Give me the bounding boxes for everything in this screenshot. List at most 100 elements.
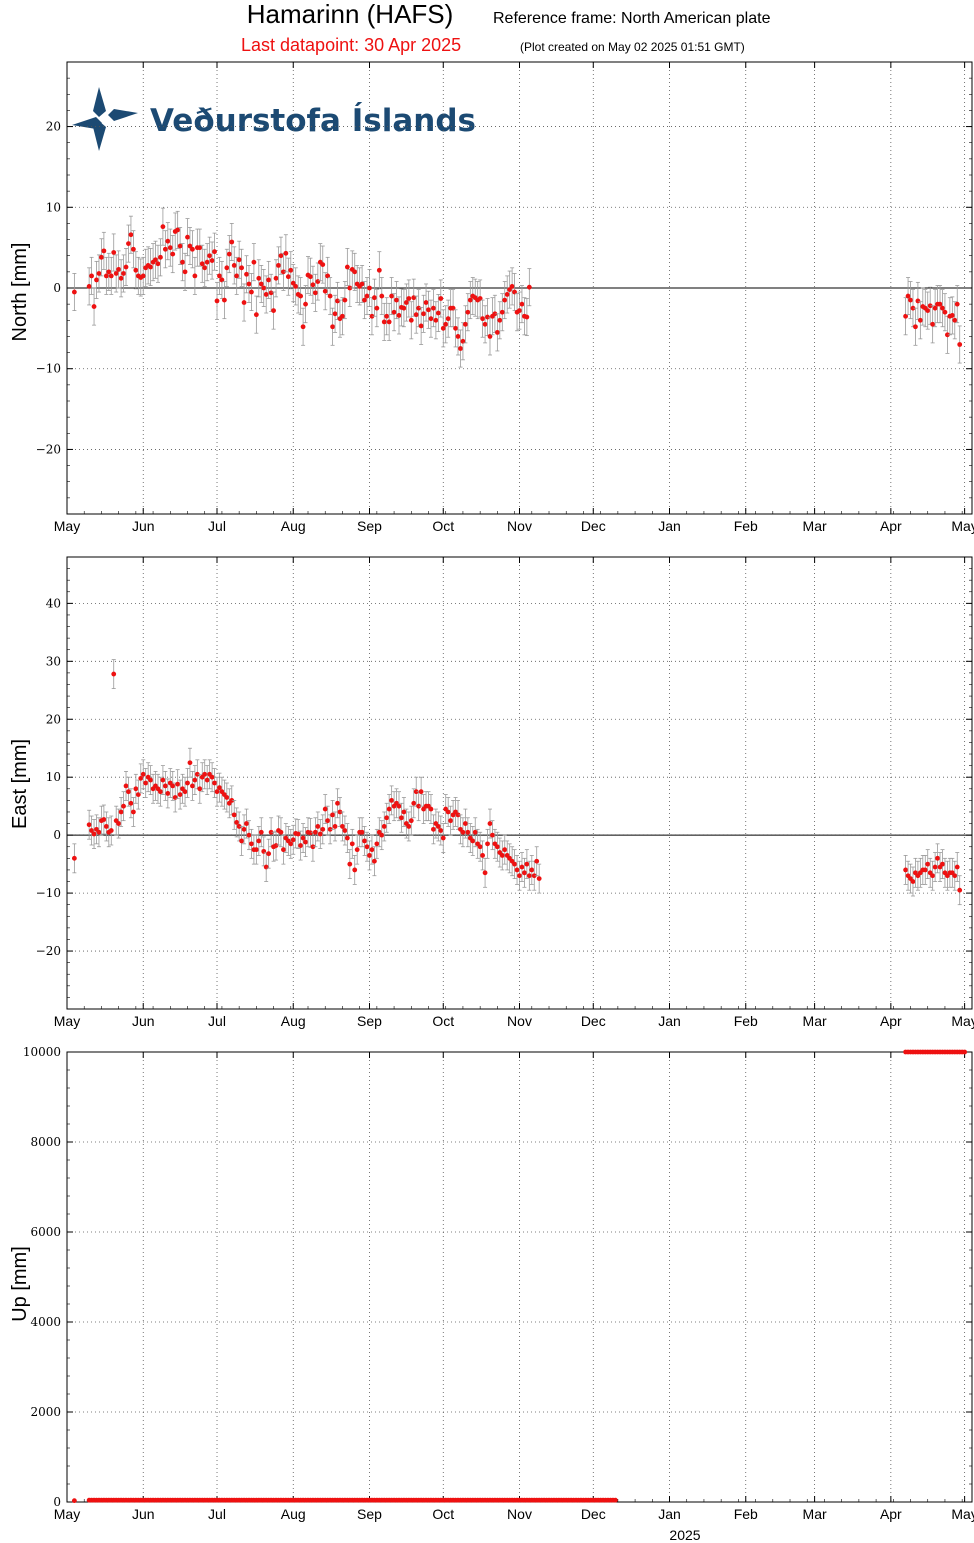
panel-north: May Jun Jul Aug Sep Oct Nov Dec Jan Feb Mar Apr May −… [9, 61, 974, 534]
data-point [406, 296, 412, 301]
data-point [431, 305, 436, 311]
data-point [330, 324, 335, 330]
data-point [190, 783, 195, 789]
data-point [308, 274, 313, 280]
data-point [485, 314, 490, 320]
data-point [440, 835, 446, 841]
data-point [421, 311, 426, 317]
data-point [263, 864, 269, 870]
data-point [192, 273, 198, 279]
y-tick-label: 2000 [30, 1405, 61, 1419]
data-point [126, 241, 131, 247]
x-tick-label: Jul [208, 1506, 226, 1522]
data-point [315, 279, 321, 284]
data-point [162, 783, 168, 789]
data-point [512, 289, 517, 295]
data-point [106, 269, 112, 275]
data-point [450, 305, 456, 311]
data-point [396, 803, 402, 809]
x-tick-label: Aug [281, 518, 306, 534]
data-point [103, 273, 109, 279]
data-point [492, 311, 498, 317]
data-point [89, 273, 94, 279]
data-point [455, 334, 461, 339]
data-point [310, 844, 316, 850]
data-point [453, 325, 458, 331]
data-point [332, 824, 338, 829]
data-point [158, 254, 163, 260]
data-point [389, 293, 395, 299]
data-point [411, 800, 417, 806]
data-point [89, 828, 94, 833]
data-point [190, 246, 195, 252]
data-point [111, 671, 117, 677]
data-point [180, 259, 185, 265]
y-tick-label: 0 [53, 281, 61, 295]
x-tick-label: Mar [803, 1013, 827, 1029]
x-tick-label: Apr [880, 1013, 902, 1029]
data-point [386, 806, 392, 812]
data-point [224, 795, 230, 800]
data-point [517, 873, 522, 879]
y-axis-label: East [mm] [9, 739, 31, 829]
data-point [298, 293, 304, 299]
data-point [367, 285, 372, 291]
data-point [130, 246, 136, 252]
data-point [234, 273, 240, 279]
data-point [258, 281, 264, 287]
last-datapoint-label: Last datapoint: 30 Apr 2025 [241, 35, 461, 55]
panel-up: MayJunJulAugSepOctNovDecJanFebMarAprMay0… [9, 1045, 974, 1543]
y-tick-label: −10 [36, 362, 61, 376]
data-point [342, 828, 348, 833]
data-point [288, 841, 294, 847]
data-point [278, 253, 284, 259]
data-point [249, 841, 254, 847]
data-point [930, 321, 936, 327]
panel-east: May Jun Jul Aug Sep Oct Nov Dec Jan Feb Mar Apr May −… [9, 556, 974, 1029]
data-point [369, 313, 375, 319]
data-point [246, 832, 252, 838]
data-point [949, 313, 955, 318]
data-point [917, 317, 923, 323]
data-point [915, 298, 921, 304]
data-point [253, 312, 259, 318]
data-point [143, 780, 149, 786]
data-point [384, 815, 390, 821]
data-point [408, 317, 414, 323]
data-point [399, 815, 404, 821]
data-point [160, 224, 166, 230]
data-point [352, 867, 358, 873]
data-point [172, 795, 178, 800]
data-point [462, 821, 468, 826]
data-point [91, 831, 97, 837]
data-point [472, 829, 478, 835]
data-point [445, 316, 451, 322]
data-point [499, 309, 505, 315]
data-point [303, 301, 308, 307]
x-tick-label: Jun [132, 1013, 155, 1029]
data-point [229, 239, 235, 245]
data-point [226, 251, 232, 257]
data-point [962, 1049, 968, 1055]
data-point [229, 797, 235, 803]
x-tick-label: May [951, 518, 974, 534]
data-point [908, 297, 913, 303]
y-tick-label: 10000 [23, 1045, 61, 1059]
x-axis-year-label: 2025 [669, 1527, 700, 1543]
data-point [494, 329, 500, 335]
data-point [295, 831, 301, 837]
data-point [482, 870, 488, 876]
vedurstofa-logo: Veðurstofa Íslands [72, 87, 476, 151]
data-point [99, 254, 104, 260]
data-point [165, 238, 171, 244]
data-point [170, 251, 176, 257]
data-point [531, 873, 537, 879]
data-point [300, 324, 306, 330]
data-point [202, 771, 208, 777]
data-point [411, 295, 417, 301]
data-point [199, 261, 205, 267]
data-point [413, 312, 419, 318]
data-point [278, 829, 284, 835]
data-point [925, 861, 931, 867]
data-point [256, 838, 262, 844]
